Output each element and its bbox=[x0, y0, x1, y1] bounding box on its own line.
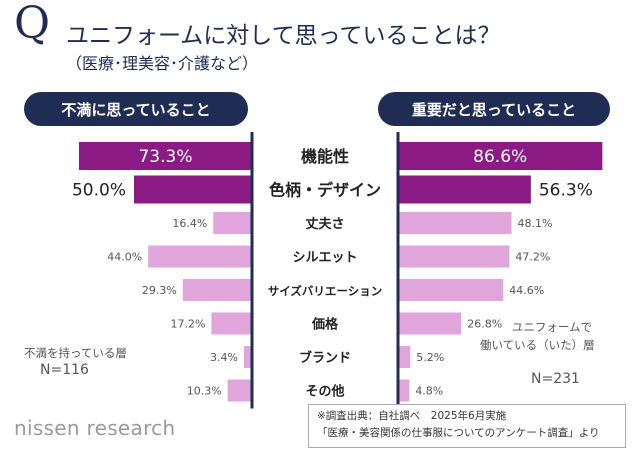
category-label: 丈夫さ bbox=[305, 216, 344, 232]
left-value-label: 10.3% bbox=[187, 385, 222, 398]
right-bar bbox=[398, 142, 603, 170]
left-value-label: 29.3% bbox=[142, 284, 177, 297]
left-sample-size: N=116 bbox=[40, 362, 89, 378]
question-mark-letter: Q bbox=[14, 0, 51, 49]
right-bar bbox=[398, 212, 512, 234]
left-bar bbox=[148, 245, 252, 268]
right-bar bbox=[398, 245, 510, 268]
right-value-label: 26.8% bbox=[467, 318, 502, 331]
left-bar bbox=[134, 175, 252, 204]
right-bar bbox=[398, 279, 504, 301]
right-bar bbox=[398, 175, 531, 204]
right-bar bbox=[398, 379, 410, 402]
left-value-label: 16.4% bbox=[172, 217, 207, 230]
left-bar bbox=[182, 279, 252, 301]
right-series-header: 重要だと思っていること bbox=[378, 92, 610, 126]
left-value-label: 50.0% bbox=[72, 181, 126, 201]
right-value-label: 47.2% bbox=[515, 251, 550, 264]
category-label: その他 bbox=[305, 384, 344, 400]
left-value-label: 3.4% bbox=[210, 351, 238, 364]
category-label: 機能性 bbox=[301, 147, 349, 166]
page-subtitle: （医療･理美容･介護など） bbox=[66, 54, 259, 73]
right-sample-size: N=231 bbox=[531, 371, 580, 387]
left-value-label: 17.2% bbox=[170, 318, 205, 331]
right-sample-label-line2: 働いている（いた）層 bbox=[480, 338, 595, 352]
left-bar bbox=[79, 142, 253, 170]
category-label: サイズバリエーション bbox=[268, 284, 382, 298]
left-sample-label: 不満を持っている層 bbox=[24, 346, 127, 360]
category-label: 価格 bbox=[311, 317, 339, 333]
right-value-label: 44.6% bbox=[509, 284, 544, 297]
right-sample-label: ユニフォームで 働いている（いた）層 bbox=[480, 318, 595, 354]
right-sample-label-line1: ユニフォームで bbox=[511, 320, 592, 334]
right-value-label: 56.3% bbox=[539, 181, 593, 201]
left-bar bbox=[227, 379, 252, 402]
left-series-header: 不満に思っていること bbox=[24, 92, 248, 126]
category-label: ブランド bbox=[299, 350, 351, 366]
right-bar bbox=[398, 312, 462, 335]
right-bar bbox=[398, 346, 411, 368]
left-value-label: 73.3% bbox=[138, 147, 192, 167]
right-value-label: 4.8% bbox=[415, 385, 443, 398]
source-line2: 「医療・美容関係の仕事服についてのアンケート調査」より bbox=[317, 427, 600, 439]
left-bar bbox=[211, 312, 252, 335]
left-bar bbox=[243, 346, 252, 368]
category-label: 色柄・デザイン bbox=[269, 181, 381, 200]
brand-logo: nissen research bbox=[14, 416, 176, 440]
page-title: ユニフォームに対して思っていることは？ bbox=[66, 23, 501, 49]
source-note: ※調査出典：自社調べ 2025年6月実施 「医療・美容関係の仕事服についてのアン… bbox=[308, 404, 626, 448]
right-value-label: 5.2% bbox=[416, 351, 444, 364]
left-value-label: 44.0% bbox=[107, 251, 142, 264]
category-label: シルエット bbox=[292, 251, 357, 266]
right-value-label: 86.6% bbox=[473, 147, 527, 167]
right-value-label: 48.1% bbox=[518, 217, 553, 230]
source-line1: ※調査出典：自社調べ 2025年6月実施 bbox=[317, 410, 507, 422]
left-bar bbox=[213, 212, 252, 234]
